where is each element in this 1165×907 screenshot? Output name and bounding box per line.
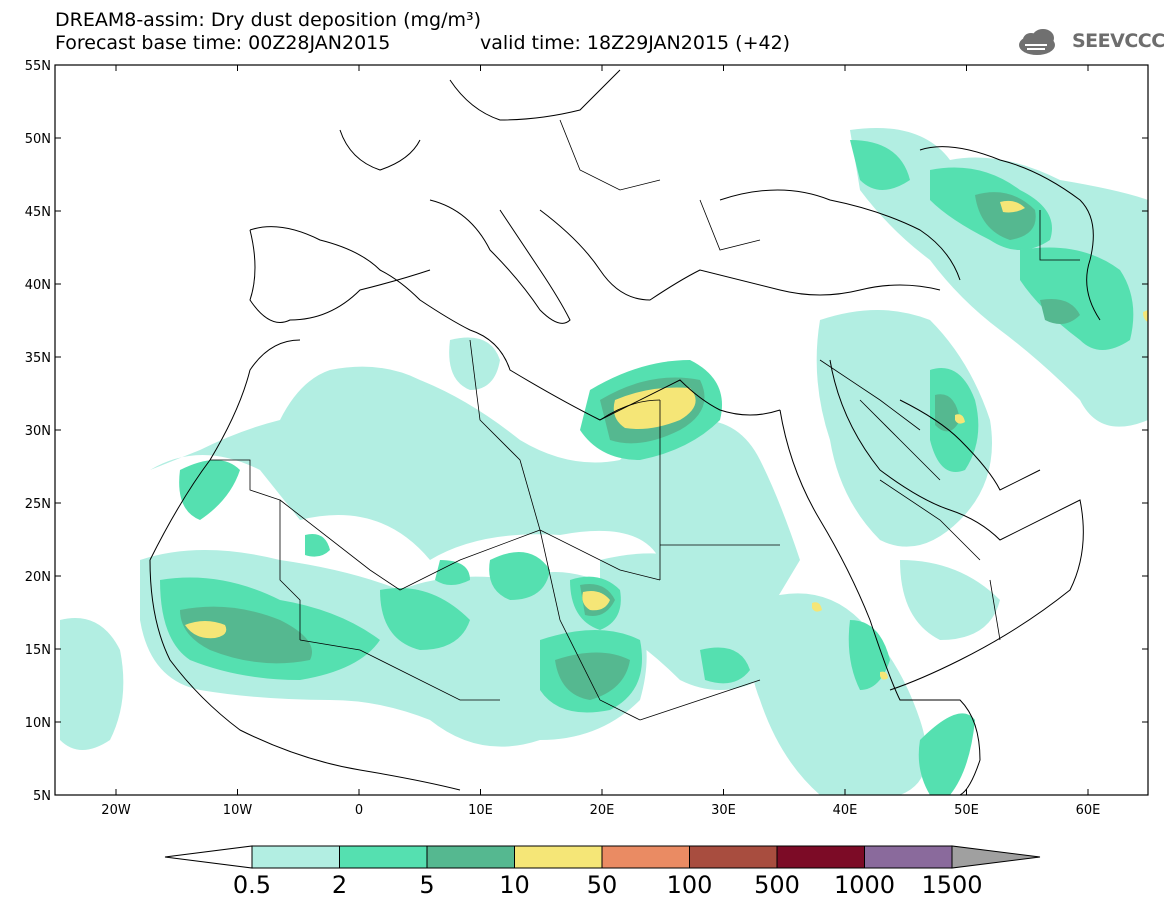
lat-label: 30N bbox=[25, 424, 51, 439]
colorbar-swatch bbox=[514, 845, 603, 869]
lon-label: 20W bbox=[101, 803, 131, 818]
forecast-base-time: Forecast base time: 00Z28JAN2015 bbox=[55, 32, 391, 54]
country-borders bbox=[210, 119, 1080, 721]
colorbar-label: 10 bbox=[499, 871, 530, 899]
lat-label: 45N bbox=[25, 205, 51, 220]
colorbar-swatch bbox=[689, 845, 778, 869]
lat-label: 55N bbox=[25, 59, 51, 74]
lon-label: 60E bbox=[1076, 803, 1101, 818]
colorbar-label: 2 bbox=[332, 871, 347, 899]
lon-label: 0 bbox=[355, 803, 363, 818]
axis-ticks bbox=[55, 64, 1148, 796]
lat-label: 35N bbox=[25, 351, 51, 366]
colorbar-label: 500 bbox=[754, 871, 800, 899]
colorbar-swatch bbox=[776, 845, 865, 869]
lat-label: 5N bbox=[33, 789, 51, 804]
lon-label: 10W bbox=[223, 803, 253, 818]
colorbar-label: 0.5 bbox=[233, 871, 271, 899]
colorbar-under-arrow bbox=[164, 845, 253, 869]
colorbar-label: 100 bbox=[667, 871, 713, 899]
logo-text: SEEVCCC bbox=[1072, 30, 1165, 52]
latitude-labels: 55N 50N 45N 40N 35N 30N 25N 20N 15N 10N 5N bbox=[25, 59, 51, 804]
coastlines bbox=[149, 69, 1101, 795]
colorbar-over-arrow bbox=[951, 845, 1041, 869]
lat-label: 50N bbox=[25, 132, 51, 147]
map-title: DREAM8-assim: Dry dust deposition (mg/m³… bbox=[55, 9, 482, 31]
lat-label: 25N bbox=[25, 497, 51, 512]
cloud-icon bbox=[1019, 29, 1055, 55]
dust-field bbox=[60, 128, 1148, 795]
valid-time: valid time: 18Z29JAN2015 (+42) bbox=[480, 32, 791, 54]
colorbar-swatch bbox=[601, 845, 690, 869]
colorbar-swatch bbox=[339, 845, 428, 869]
colorbar-swatch bbox=[251, 845, 340, 869]
colorbar-swatch bbox=[864, 845, 953, 869]
lat-label: 10N bbox=[25, 716, 51, 731]
colorbar-label: 50 bbox=[587, 871, 618, 899]
lat-label: 20N bbox=[25, 570, 51, 585]
colorbar-swatch bbox=[426, 845, 515, 869]
lon-label: 10E bbox=[468, 803, 493, 818]
lon-label: 50E bbox=[954, 803, 979, 818]
colorbar-label: 1500 bbox=[921, 871, 982, 899]
lon-label: 20E bbox=[590, 803, 615, 818]
colorbar-label: 5 bbox=[419, 871, 434, 899]
lon-label: 30E bbox=[711, 803, 736, 818]
lon-label: 40E bbox=[833, 803, 858, 818]
colorbar-label: 1000 bbox=[834, 871, 895, 899]
longitude-labels: 20W 10W 0 10E 20E 30E 40E 50E 60E bbox=[101, 803, 1100, 818]
lat-label: 40N bbox=[25, 278, 51, 293]
lat-label: 15N bbox=[25, 643, 51, 658]
colorbar: 0.5 2 5 10 50 100 500 1000 1500 bbox=[164, 845, 1041, 899]
